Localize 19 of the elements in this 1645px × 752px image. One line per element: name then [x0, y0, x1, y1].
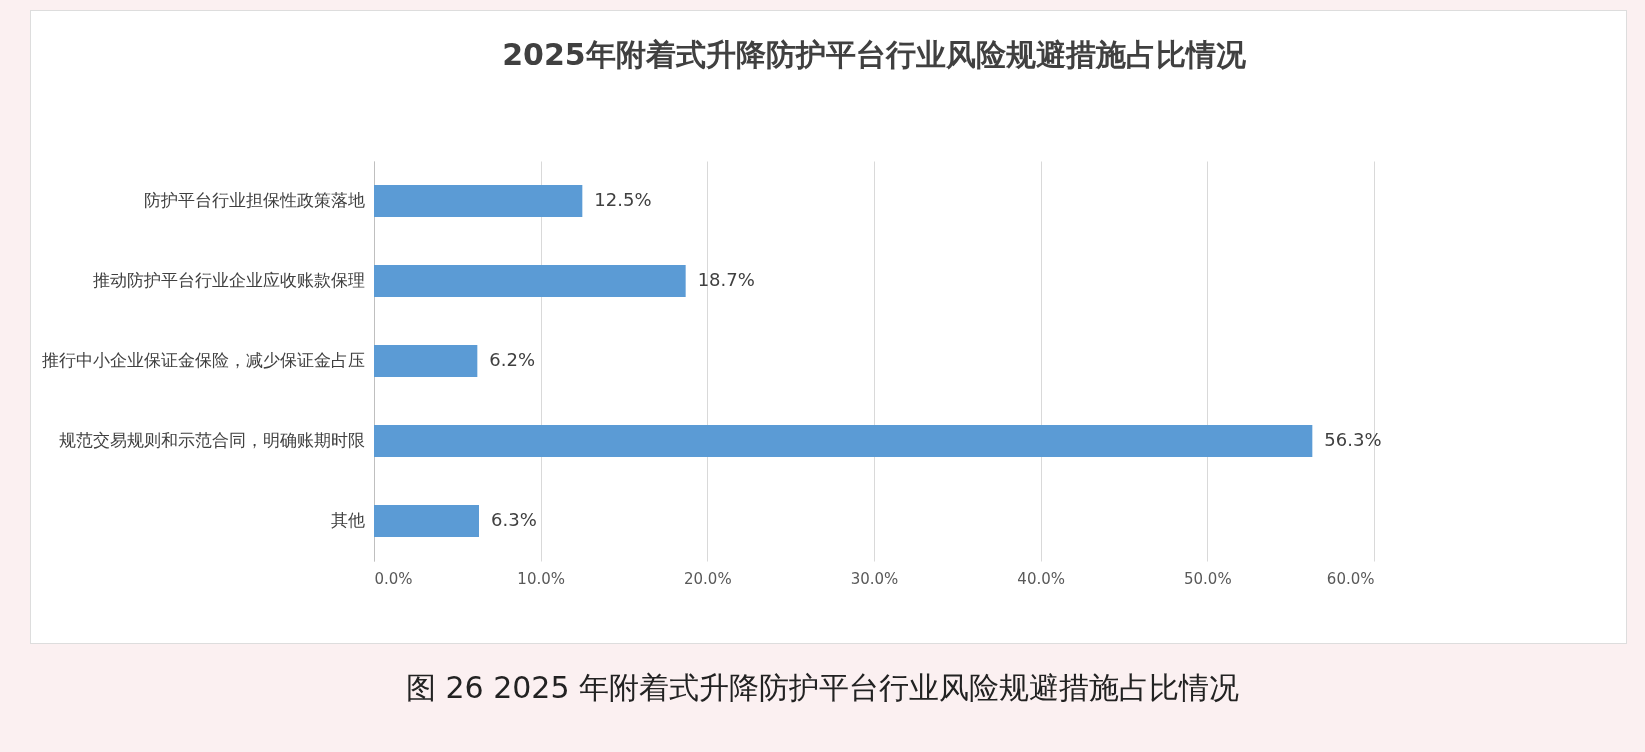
y-tick-label: 其他	[330, 510, 365, 530]
data-label: 6.3%	[491, 509, 537, 530]
y-tick-label: 推动防护平台行业企业应收账款保理	[92, 270, 365, 290]
x-tick-label: 30.0%	[850, 569, 899, 588]
x-tick-label: 20.0%	[684, 569, 732, 588]
x-tick-label: 40.0%	[1017, 569, 1065, 588]
chart-title: 2025年附着式升降防护平台行业风险规避措施占比情况	[502, 37, 1247, 72]
x-tick-label: 10.0%	[517, 569, 565, 588]
data-label: 12.5%	[594, 189, 652, 210]
caption: 图 26 2025 年附着式升降防护平台行业风险规避措施占比情况	[404, 669, 1241, 707]
x-tick-label: 60.0%	[1326, 569, 1375, 588]
y-tick-label: 防护平台行业担保性政策落地	[143, 190, 365, 210]
y-tick-label: 规范交易规则和示范合同，明确账期时限	[58, 430, 365, 450]
x-tick-label: 0.0%	[374, 569, 413, 588]
data-label: 18.7%	[697, 269, 755, 290]
data-label: 6.2%	[489, 349, 536, 370]
data-label: 56.3%	[1324, 429, 1382, 450]
x-tick-label: 50.0%	[1184, 569, 1232, 588]
y-tick-label: 推行中小企业保证金保险，减少保证金占压	[41, 350, 365, 370]
